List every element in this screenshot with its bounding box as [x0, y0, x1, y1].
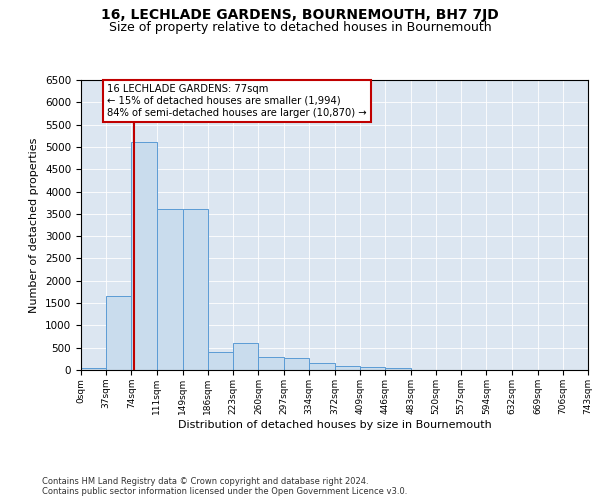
Bar: [259, 356, 284, 370]
Bar: [157, 210, 182, 370]
Bar: [233, 343, 259, 370]
Bar: [360, 366, 385, 370]
Bar: [131, 142, 157, 370]
Text: Contains HM Land Registry data © Crown copyright and database right 2024.: Contains HM Land Registry data © Crown c…: [42, 477, 368, 486]
Y-axis label: Number of detached properties: Number of detached properties: [29, 138, 40, 312]
Bar: [385, 368, 410, 370]
Bar: [81, 368, 106, 370]
X-axis label: Distribution of detached houses by size in Bournemouth: Distribution of detached houses by size …: [178, 420, 491, 430]
Bar: [208, 352, 233, 370]
Bar: [182, 210, 208, 370]
Text: Contains public sector information licensed under the Open Government Licence v3: Contains public sector information licen…: [42, 487, 407, 496]
Bar: [284, 358, 309, 370]
Bar: [309, 364, 335, 370]
Bar: [106, 296, 131, 370]
Text: Size of property relative to detached houses in Bournemouth: Size of property relative to detached ho…: [109, 21, 491, 34]
Text: 16 LECHLADE GARDENS: 77sqm
← 15% of detached houses are smaller (1,994)
84% of s: 16 LECHLADE GARDENS: 77sqm ← 15% of deta…: [107, 84, 367, 117]
Text: 16, LECHLADE GARDENS, BOURNEMOUTH, BH7 7JD: 16, LECHLADE GARDENS, BOURNEMOUTH, BH7 7…: [101, 8, 499, 22]
Bar: [335, 366, 360, 370]
